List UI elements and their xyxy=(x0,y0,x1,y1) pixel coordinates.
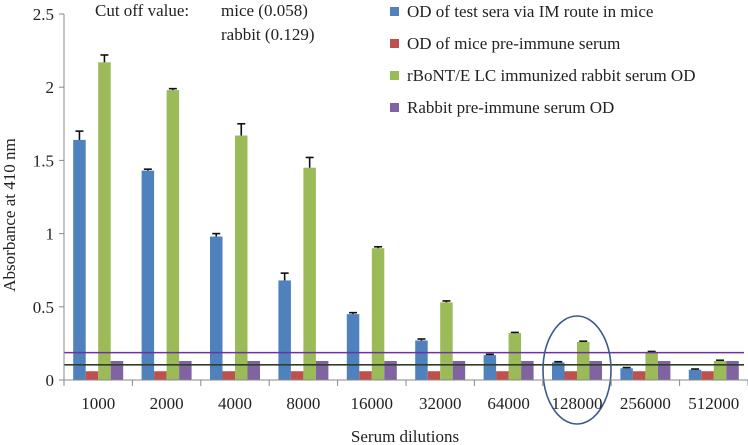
bar xyxy=(657,360,671,380)
x-tick-label: 16000 xyxy=(351,394,394,413)
bar xyxy=(141,170,155,380)
bar xyxy=(235,135,248,380)
x-axis-label: Serum dilutions xyxy=(351,427,459,445)
bar xyxy=(278,280,291,380)
bar xyxy=(688,369,702,380)
x-tick-label: 32000 xyxy=(419,394,462,413)
bar xyxy=(85,371,99,380)
bar xyxy=(452,360,466,380)
x-tick-label: 256000 xyxy=(620,394,671,413)
bar xyxy=(346,314,360,380)
bar xyxy=(166,90,180,381)
bar xyxy=(440,302,453,380)
highlight-ellipse xyxy=(542,315,612,425)
bar xyxy=(179,360,192,380)
bar xyxy=(645,352,658,380)
bar xyxy=(359,371,372,380)
cutoff-rabbit: rabbit (0.129) xyxy=(221,25,314,44)
bar xyxy=(98,62,111,380)
bar xyxy=(415,340,428,380)
legend-swatch xyxy=(390,7,399,16)
legend-swatch xyxy=(390,39,399,48)
bar xyxy=(483,355,497,380)
axes: 0 0.5 1 1.5 2 2.5 1000 2000 4000 8000 16000 32000 64… xyxy=(33,5,748,413)
x-tick-label: 1000 xyxy=(81,394,115,413)
bar xyxy=(247,360,260,380)
bar xyxy=(222,371,235,380)
x-tick-label: 512000 xyxy=(688,394,739,413)
bar xyxy=(384,360,397,380)
bar xyxy=(303,167,316,380)
bar xyxy=(210,236,223,380)
bar xyxy=(701,371,714,380)
x-tick-label: 8000 xyxy=(286,394,320,413)
x-tick-label: 64000 xyxy=(487,394,530,413)
y-axis-label: Absorbance at 410 nm xyxy=(0,138,19,291)
bar xyxy=(73,139,86,380)
legend-label: OD of mice pre-immune serum xyxy=(407,34,620,53)
bar xyxy=(154,371,167,380)
bar xyxy=(726,360,739,380)
y-tick-label: 1 xyxy=(46,225,55,244)
legend-swatch xyxy=(390,103,399,112)
bar xyxy=(290,371,304,380)
legend-swatch xyxy=(390,71,399,80)
bar xyxy=(620,368,633,380)
x-tick-label: 4000 xyxy=(218,394,252,413)
bar xyxy=(315,360,329,380)
legend: OD of test sera via IM route in mice OD o… xyxy=(390,2,695,117)
bar xyxy=(110,360,124,380)
legend-label: OD of test sera via IM route in mice xyxy=(407,2,653,21)
legend-label: rBoNT/E LC immunized rabbit serum OD xyxy=(407,66,695,85)
x-tick-label: 128000 xyxy=(552,394,603,413)
bar xyxy=(496,371,509,380)
cutoff-mice: mice (0.058) xyxy=(221,1,308,20)
bar xyxy=(577,341,590,380)
y-tick-label: 2 xyxy=(46,78,55,97)
bar xyxy=(521,360,534,380)
bar xyxy=(552,362,565,380)
bar-layer xyxy=(73,54,739,381)
y-tick-label: 1.5 xyxy=(33,151,54,170)
bar xyxy=(713,360,727,380)
y-tick-label: 0.5 xyxy=(33,298,54,317)
y-tick-label: 2.5 xyxy=(33,5,54,24)
bar xyxy=(589,360,602,380)
cutoff-line-layer xyxy=(64,315,744,425)
bar xyxy=(508,333,522,380)
bar xyxy=(632,371,646,380)
bar xyxy=(371,248,385,380)
x-tick-label: 2000 xyxy=(150,394,184,413)
y-tick-label: 0 xyxy=(46,371,55,390)
legend-label: Rabbit pre-immune serum OD xyxy=(407,98,614,117)
bar xyxy=(564,371,577,380)
cutoff-label: Cut off value: xyxy=(95,1,189,20)
bar xyxy=(427,371,441,380)
